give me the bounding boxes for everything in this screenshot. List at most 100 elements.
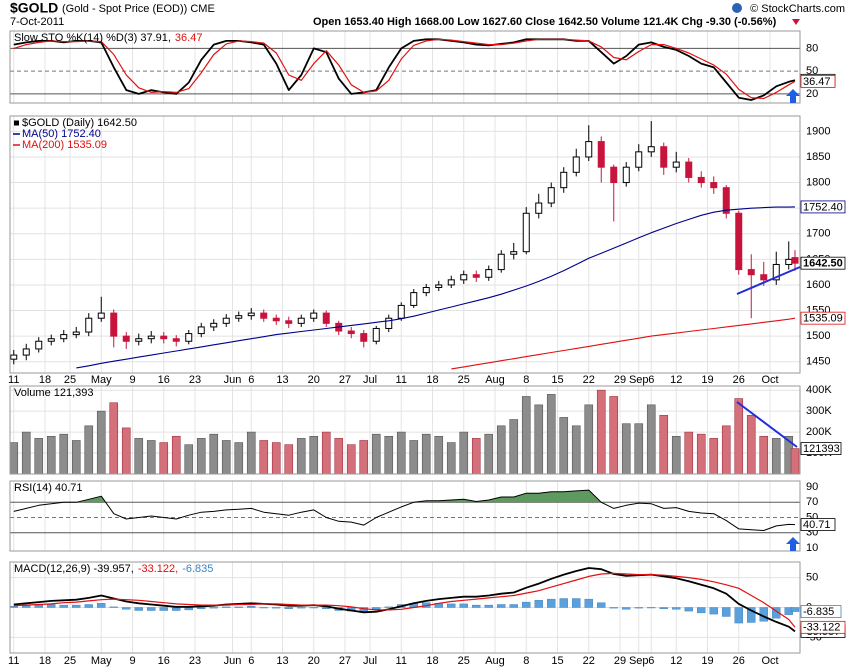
date: 7-Oct-2011 [10, 16, 64, 28]
volume-bar [634, 423, 644, 474]
x-tick-label: 19 [701, 374, 713, 386]
macd-histogram-bar [209, 607, 218, 609]
volume-bar [359, 440, 369, 474]
macd-histogram-bar [634, 607, 643, 609]
volume-bar [321, 431, 331, 474]
panel-border [9, 30, 801, 104]
volume-bar [221, 440, 231, 474]
last-value-label: 1752.40 [803, 201, 843, 213]
candle-body [785, 258, 793, 265]
x-tick-label: May [91, 655, 112, 667]
volume-bar [296, 438, 306, 474]
x-tick-label: 12 [670, 374, 682, 386]
volume-bar [496, 425, 506, 474]
panel-border [9, 561, 801, 654]
volume-bar [621, 423, 631, 474]
volume-bar [284, 444, 294, 474]
line [76, 206, 796, 369]
candle-body [672, 161, 680, 168]
macd-histogram-bar [647, 607, 656, 609]
candle-body [297, 317, 305, 324]
panels: 20 50 80 Slow STO %K(14) %D(3) 37.91, 36.47 1… [8, 30, 846, 667]
overbought-fill [13, 490, 795, 503]
candle-body [710, 182, 718, 189]
macd-histogram-bar [159, 607, 168, 611]
x-tick-label: 9 [129, 655, 135, 667]
x-tick-label: 26 [733, 655, 745, 667]
x-tick-label: 18 [39, 374, 51, 386]
x-tick-label: 11 [396, 374, 407, 386]
volume-bar [559, 417, 569, 474]
volume-bar [746, 415, 756, 474]
macd-histogram-bar [684, 607, 693, 612]
volume-bar [10, 442, 19, 474]
candle-body [735, 212, 743, 271]
macd-histogram-bar [84, 604, 93, 608]
candle-body [385, 317, 393, 329]
macd-histogram-bar [97, 603, 106, 608]
legend-text: MACD(12,26,9) -39.957, [14, 563, 134, 575]
macd-histogram-bar [59, 604, 68, 608]
volume-bar [259, 440, 269, 474]
x-tick-label: 6 [248, 374, 254, 386]
y-tick-label: 50 [806, 571, 818, 583]
macd-histogram-bar [709, 607, 718, 615]
y-tick-label: 90 [806, 481, 818, 493]
x-tick-label: 8 [523, 374, 529, 386]
macd-histogram-bar [47, 604, 56, 608]
panel-frame [9, 115, 801, 374]
macd-histogram-bar [122, 607, 131, 610]
y-tick-label: 80 [806, 42, 818, 54]
candle-body [497, 253, 505, 271]
candle-body [460, 274, 468, 281]
rsi-arrow [786, 537, 800, 551]
y-tick-label: 70 [806, 496, 818, 508]
volume-bar [59, 433, 69, 474]
x-tick-label: Aug [485, 655, 505, 667]
volume-bar [509, 419, 519, 474]
volume-bar [790, 448, 800, 474]
candle-body [85, 317, 93, 333]
x-tick-label: 25 [458, 655, 470, 667]
volume-bar [84, 425, 94, 474]
volume-bar [146, 440, 156, 474]
volume-bar [246, 431, 256, 474]
macd-histogram-bar [10, 606, 18, 608]
volume-bar [171, 435, 181, 474]
plot [10, 567, 800, 633]
x-tick-label: Jun [224, 374, 242, 386]
x-tick-label: 18 [426, 374, 438, 386]
volume-bar [71, 440, 81, 474]
macd-histogram-bar [197, 607, 206, 609]
macd-histogram-bar [547, 598, 556, 608]
macd-histogram-bar [722, 607, 731, 617]
legend-text: -33.122, [138, 563, 178, 575]
change-arrow [792, 19, 800, 25]
macd-histogram-bar [272, 607, 281, 609]
candle-body [485, 269, 493, 278]
line [13, 572, 796, 628]
candle-body [622, 166, 630, 184]
volume-bar [196, 438, 206, 474]
copyright: © StockCharts.com [750, 3, 845, 15]
x-tick-label: 15 [551, 374, 563, 386]
macd-histogram-bar [322, 607, 331, 609]
y-tick-label: 300K [806, 405, 832, 417]
candle-body [722, 187, 730, 214]
macd-histogram-bar [72, 604, 81, 608]
macd-histogram-bar [734, 607, 743, 624]
macd-histogram-bar [297, 607, 306, 609]
last-value-box [800, 620, 846, 634]
x-tick-label: 11 [8, 655, 19, 667]
x-tick-label: 6 [648, 374, 654, 386]
volume-bar [334, 438, 344, 474]
candle-body [72, 331, 80, 336]
volume-bar [234, 442, 244, 474]
legend-entry: Volume 121,393 [14, 387, 94, 399]
macd-histogram-bar [772, 607, 781, 619]
volume-bar [484, 433, 494, 474]
candle-body [160, 335, 168, 340]
candle-body [110, 312, 118, 337]
candle-body [285, 320, 293, 324]
